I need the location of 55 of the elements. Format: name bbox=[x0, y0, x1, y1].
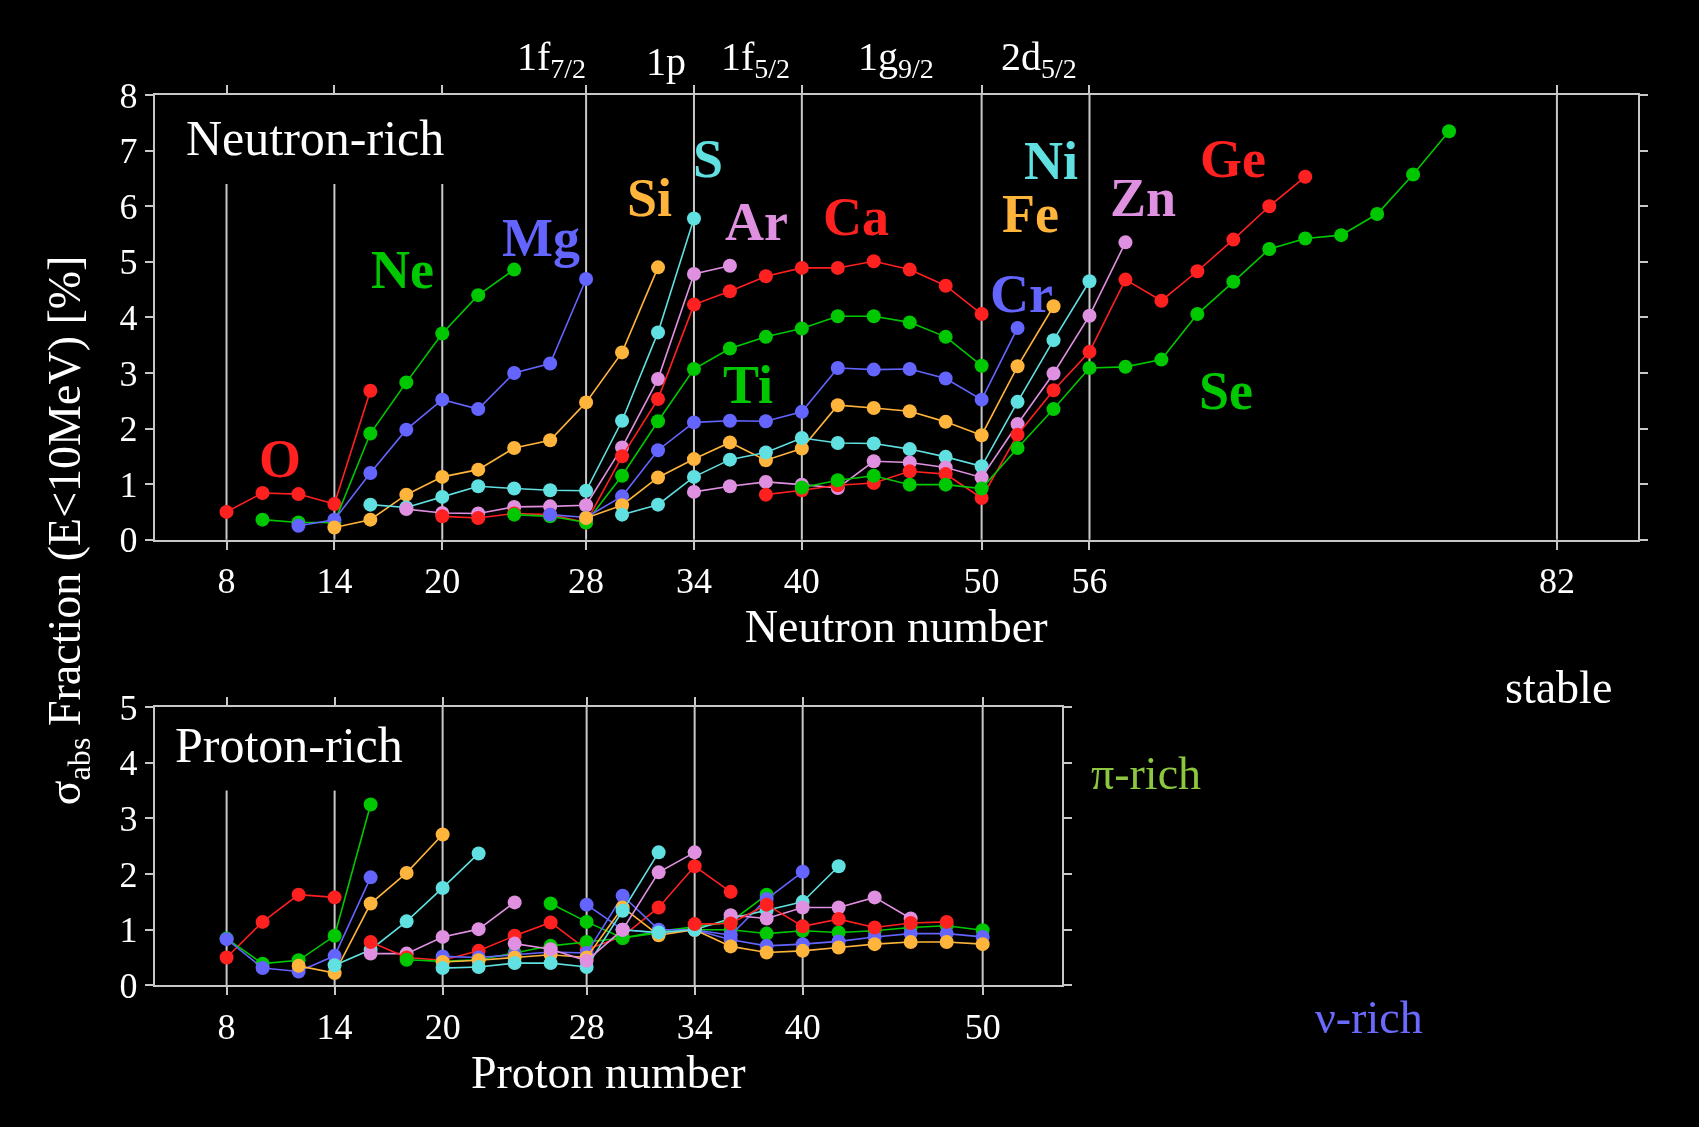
series-label: Ar bbox=[725, 192, 788, 252]
chart-title: Proton-rich bbox=[175, 717, 403, 773]
chart-title: Neutron-rich bbox=[186, 110, 445, 166]
y-tick-label: 4 bbox=[119, 297, 138, 338]
y-tick-label: 1 bbox=[119, 910, 138, 951]
y-tick-label: 1 bbox=[119, 464, 138, 505]
series-label: Cr bbox=[990, 264, 1053, 324]
y-tick-label: 3 bbox=[119, 353, 138, 394]
text: 1p bbox=[646, 39, 686, 84]
y-tick-label: 2 bbox=[119, 854, 138, 895]
series-label: O bbox=[259, 429, 302, 489]
y-tick-label: 8 bbox=[119, 75, 138, 116]
series-label: Ti bbox=[723, 355, 774, 415]
x-axis-title: Neutron number bbox=[744, 600, 1048, 652]
series-label: Mg bbox=[502, 208, 580, 268]
x-tick-label: 40 bbox=[783, 560, 820, 601]
x-tick-label: 34 bbox=[676, 1006, 713, 1047]
x-tick-label: 50 bbox=[963, 560, 1000, 601]
text: ν-rich bbox=[1315, 992, 1423, 1043]
text: 1f$_{7/2}$ bbox=[517, 34, 587, 85]
text: 1g$_{9/2}$ bbox=[858, 34, 934, 85]
series-label: Ne bbox=[371, 240, 434, 300]
x-tick-label: 20 bbox=[424, 560, 461, 601]
x-tick-label: 20 bbox=[424, 1006, 461, 1047]
text: 2d$_{5/2}$ bbox=[1001, 34, 1077, 85]
x-tick-label: 40 bbox=[784, 1006, 821, 1047]
series-label: S bbox=[693, 129, 724, 189]
x-tick-label: 8 bbox=[217, 560, 236, 601]
y-tick-label: 5 bbox=[119, 687, 138, 728]
y-tick-label: 7 bbox=[119, 131, 138, 172]
x-tick-label: 14 bbox=[316, 560, 353, 601]
series-label: Se bbox=[1199, 361, 1253, 421]
y-tick-label: 4 bbox=[119, 743, 138, 784]
y-tick-label: 0 bbox=[119, 520, 138, 561]
x-tick-label: 56 bbox=[1071, 560, 1108, 601]
text: π-rich bbox=[1091, 748, 1202, 799]
text: stable bbox=[1505, 662, 1613, 713]
x-tick-label: 34 bbox=[675, 560, 712, 601]
x-tick-label: 8 bbox=[217, 1006, 236, 1047]
x-tick-label: 14 bbox=[316, 1006, 353, 1047]
x-tick-label: 28 bbox=[568, 1006, 605, 1047]
text: 1f$_{5/2}$ bbox=[721, 34, 791, 85]
series-label: Ca bbox=[823, 187, 889, 247]
x-tick-label: 82 bbox=[1538, 560, 1575, 601]
y-tick-label: 0 bbox=[119, 965, 138, 1006]
series-label: Zn bbox=[1110, 168, 1177, 228]
x-tick-label: 28 bbox=[568, 560, 605, 601]
y-tick-label: 2 bbox=[119, 409, 138, 450]
y-tick-label: 5 bbox=[119, 242, 138, 283]
x-tick-label: 50 bbox=[964, 1006, 1001, 1047]
y-tick-label: 3 bbox=[119, 798, 138, 839]
series-label: Ge bbox=[1200, 129, 1266, 189]
x-axis-title: Proton number bbox=[470, 1046, 746, 1098]
y-tick-label: 6 bbox=[119, 186, 138, 227]
series-label: Si bbox=[627, 168, 673, 228]
